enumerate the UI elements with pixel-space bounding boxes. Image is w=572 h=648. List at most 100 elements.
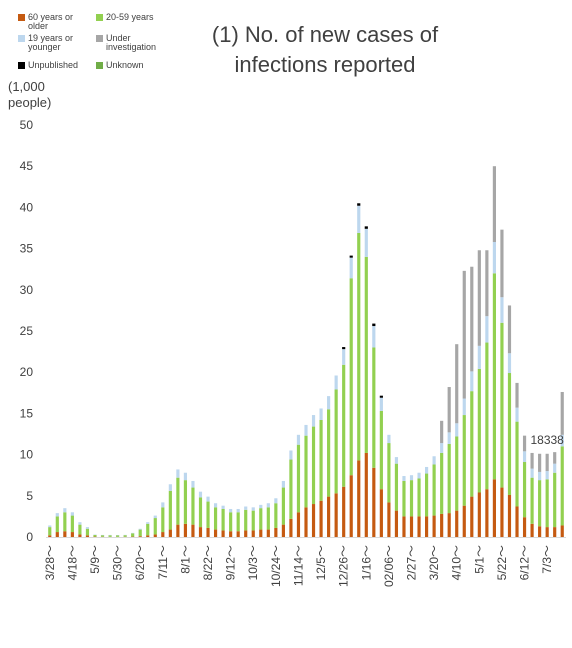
y-tick-label: 30	[20, 283, 34, 297]
bar-segment	[274, 498, 278, 504]
bar-segment	[522, 517, 527, 537]
bar-segment	[334, 493, 338, 537]
bar-segment	[161, 532, 165, 537]
bar-segment	[553, 452, 557, 464]
bar-segment	[432, 456, 436, 465]
bar-segment	[553, 463, 557, 473]
bar-segment	[78, 524, 82, 535]
bar-segment	[48, 535, 52, 537]
legend-label: Unpublished	[28, 60, 79, 70]
bar-segment	[432, 464, 436, 516]
legend-item-unpublished: Unpublished	[18, 61, 78, 70]
bar-segment	[515, 421, 519, 507]
bar-segment	[530, 468, 534, 478]
legend-swatch	[96, 35, 103, 42]
bar-segment	[229, 531, 233, 537]
bar-segment	[477, 250, 481, 346]
bar-segment	[176, 469, 180, 478]
y-tick-label: 5	[26, 489, 33, 503]
bar-segment	[470, 496, 474, 537]
bar-segment	[183, 480, 188, 524]
bar-segment	[327, 409, 331, 497]
bar-segment	[485, 316, 489, 343]
bar-segment	[251, 510, 255, 531]
bar-segment	[379, 410, 383, 490]
bar-segment	[425, 466, 429, 474]
bar-segment	[153, 515, 157, 519]
y-axis-unit-label: (1,000 people)	[8, 79, 68, 111]
bar-segment	[538, 526, 542, 537]
bar-segment	[100, 535, 105, 537]
x-tick-label: 11/14～	[291, 545, 305, 586]
x-tick-label: 9/12～	[224, 545, 238, 580]
bar-segment	[55, 532, 59, 537]
bar-segment	[560, 434, 564, 447]
bar-segment	[492, 479, 496, 537]
bar-segment	[470, 391, 474, 497]
bar-segment	[304, 507, 308, 537]
chart-title-line: infections reported	[234, 52, 416, 77]
bar-segment	[553, 527, 557, 537]
bar-segment	[538, 453, 542, 472]
legend-label-line: 19 years or	[28, 33, 74, 43]
bar-segment	[198, 497, 203, 528]
bar-segment	[289, 518, 293, 537]
bar-segment	[417, 516, 421, 537]
legend-swatch	[18, 35, 25, 42]
bar-segment	[507, 353, 512, 374]
y-tick-label: 25	[20, 324, 34, 338]
bar-segment	[153, 518, 157, 535]
bar-segment	[349, 257, 353, 279]
bar-segment	[379, 397, 383, 411]
bar-segment	[274, 503, 278, 528]
bar-segment	[394, 457, 399, 464]
bar-segment	[123, 535, 127, 537]
bar-segment	[161, 502, 165, 508]
bar-segment	[191, 524, 195, 537]
x-tick-label: 1/16～	[359, 545, 373, 580]
bar-segment	[138, 536, 142, 537]
y-tick-label: 35	[20, 242, 34, 256]
bar-segment	[409, 475, 414, 481]
bar-segment	[146, 535, 150, 537]
bar-segment	[63, 531, 67, 537]
bar-segment	[311, 504, 316, 537]
bar-segment	[425, 473, 429, 517]
bar-segment	[131, 533, 135, 537]
bar-segment	[447, 387, 451, 433]
bar-segment	[138, 528, 142, 530]
bar-segment	[319, 419, 323, 501]
x-tick-label: 4/10～	[450, 545, 464, 580]
bar-segment	[440, 513, 444, 537]
bar-segment	[372, 467, 376, 537]
bar-segment	[259, 508, 263, 530]
legend-swatch	[18, 62, 25, 69]
bar-segment	[281, 524, 285, 537]
bar-segment	[183, 472, 188, 481]
bar-segment	[319, 500, 323, 537]
bar-segment	[244, 509, 248, 531]
bar-segment	[168, 490, 172, 530]
legend-label-line: 60 years or	[28, 12, 74, 22]
bar-segment	[63, 512, 67, 532]
x-tick-label: 3/20～	[427, 545, 441, 580]
legend-swatch	[96, 62, 103, 69]
bar-segment	[455, 423, 459, 437]
x-tick-label: 8/22～	[201, 545, 215, 580]
data-label: 18338	[530, 433, 564, 447]
x-tick-label: 5/1～	[472, 545, 486, 574]
bar-segment	[349, 255, 353, 258]
bar-segment	[372, 326, 376, 348]
bar-segment	[432, 515, 436, 537]
bar-segment	[229, 508, 233, 513]
bar-segment	[327, 396, 331, 410]
bar-segment	[334, 389, 338, 494]
bar-segment	[425, 516, 429, 537]
bar-segment	[161, 507, 165, 533]
bar-segment	[334, 375, 338, 390]
bar-segment	[349, 278, 353, 476]
y-tick-label: 45	[20, 159, 34, 173]
bar-segment	[560, 446, 564, 526]
bar-segment	[342, 347, 346, 350]
